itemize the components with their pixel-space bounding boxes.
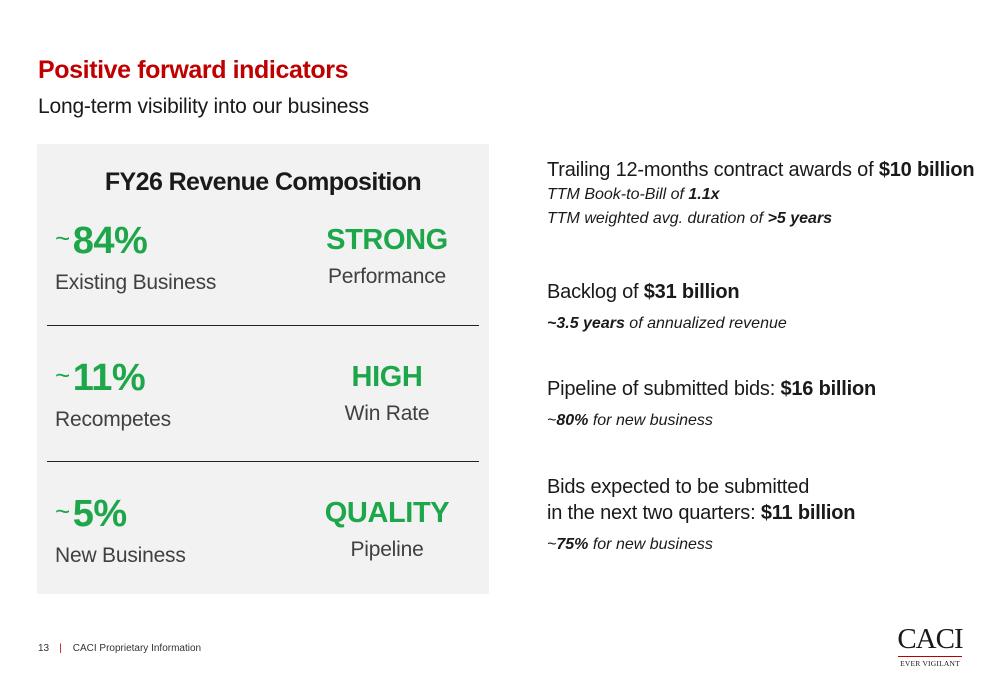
page-footer: 13 | CACI Proprietary Information (38, 643, 201, 654)
detail-value: 75% (556, 536, 589, 553)
percent-number: 84% (72, 220, 148, 262)
detail-value: ~3.5 years (547, 315, 625, 332)
percent-value: ~11% (55, 357, 146, 400)
metric-backlog: Backlog of $31 billion ~3.5 years of ann… (547, 279, 987, 336)
metric-pipeline: Pipeline of submitted bids: $16 billion … (547, 376, 987, 433)
detail-text: of annualized revenue (624, 315, 787, 332)
percent-value: ~5% (55, 493, 127, 536)
metric-value: $11 billion (760, 502, 856, 524)
footer-text: CACI Proprietary Information (72, 643, 202, 654)
row-label: New Business (55, 544, 186, 567)
row-divider (47, 325, 479, 326)
metric-main-line: Bids expected to be submitted (547, 476, 810, 498)
approx-symbol: ~ (55, 496, 70, 526)
footer-separator: | (59, 643, 62, 654)
revenue-composition-panel: FY26 Revenue Composition ~84% Existing B… (37, 144, 489, 594)
metric-text: Backlog of (547, 281, 644, 303)
metric-detail: TTM Book-to-Bill of 1.1x (547, 183, 987, 207)
status-subtext: Pipeline (350, 538, 424, 561)
detail-text: TTM weighted avg. duration of (547, 210, 768, 227)
logo-rule (898, 656, 962, 657)
metric-main-line: Pipeline of submitted bids: $16 billion (547, 376, 987, 402)
composition-row-recompetes: ~11% Recompetes HIGH Win Rate (37, 357, 489, 467)
status-heading: HIGH (351, 361, 423, 393)
composition-row-existing: ~84% Existing Business STRONG Performanc… (37, 220, 489, 330)
status-heading: STRONG (326, 224, 448, 256)
logo-tagline: EVER VIGILANT (900, 659, 960, 668)
metric-detail: ~80% for new business (547, 409, 987, 433)
panel-title: FY26 Revenue Composition (104, 168, 422, 196)
metric-value: $31 billion (643, 281, 740, 303)
detail-value: >5 years (767, 210, 833, 227)
detail-text: TTM Book-to-Bill of (547, 186, 689, 203)
page-number: 13 (38, 643, 50, 654)
status-heading: QUALITY (324, 497, 450, 529)
metric-value: $10 billion (878, 159, 975, 181)
status-subtext: Performance (327, 265, 447, 288)
metric-main-line: in the next two quarters: $11 billion (547, 500, 987, 526)
metric-contract-awards: Trailing 12-months contract awards of $1… (547, 157, 987, 231)
page-subtitle: Long-term visibility into our business (38, 95, 369, 118)
metric-text: in the next two quarters: (547, 502, 761, 524)
metric-detail: ~3.5 years of annualized revenue (547, 312, 987, 336)
metric-bids-expected: Bids expected to be submitted in the nex… (547, 474, 987, 557)
composition-row-new-business: ~5% New Business QUALITY Pipeline (37, 493, 489, 603)
metric-text: Pipeline of submitted bids: (547, 378, 781, 400)
metric-detail: ~75% for new business (547, 533, 987, 557)
detail-value: 80% (556, 412, 589, 429)
metric-value: $16 billion (780, 378, 877, 400)
status-subtext: Win Rate (344, 402, 430, 425)
caci-logo: CACI EVER VIGILANT (896, 624, 964, 670)
detail-text: ~ (547, 412, 557, 429)
detail-value: 1.1x (688, 186, 720, 203)
detail-text: ~ (547, 536, 557, 553)
row-label: Existing Business (55, 271, 217, 294)
row-divider (47, 461, 479, 462)
metric-main-line: Backlog of $31 billion (547, 279, 987, 305)
metric-detail: TTM weighted avg. duration of >5 years (547, 207, 987, 231)
metric-main-line: Trailing 12-months contract awards of $1… (547, 157, 987, 183)
row-label: Recompetes (55, 408, 171, 431)
percent-value: ~84% (55, 220, 148, 263)
percent-number: 11% (72, 357, 146, 399)
approx-symbol: ~ (55, 360, 70, 390)
approx-symbol: ~ (55, 223, 70, 253)
page-title: Positive forward indicators (38, 56, 349, 84)
detail-text: for new business (588, 536, 713, 553)
percent-number: 5% (72, 493, 127, 535)
logo-wordmark: CACI (897, 623, 963, 655)
metric-text: Trailing 12-months contract awards of (547, 159, 879, 181)
detail-text: for new business (588, 412, 713, 429)
